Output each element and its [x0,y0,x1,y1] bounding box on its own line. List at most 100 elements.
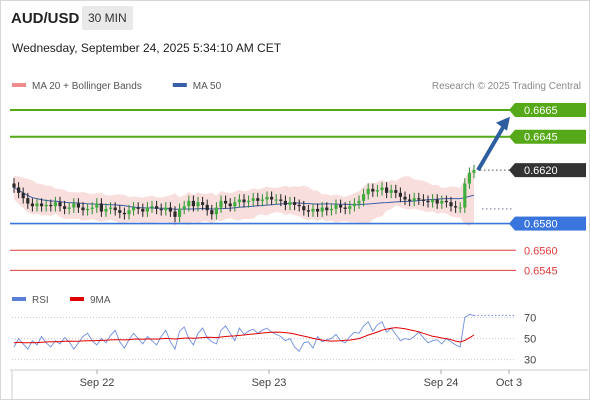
candle [224,195,228,209]
candle-body [191,200,195,207]
candle [449,196,453,212]
candle [26,192,30,209]
candle-body [472,170,476,173]
candle [297,199,301,212]
candle-body [325,207,329,211]
level-label-0.6665: 0.6665 [509,103,586,118]
candle [398,187,402,203]
candle [76,198,80,213]
candle [366,183,370,200]
candle-body [58,202,62,207]
symbol-label: AUD/USD [11,10,80,27]
candle-body [366,188,370,195]
level-tag-arrow [509,103,515,118]
candle-body [136,207,140,209]
datetime-label: Wednesday, September 24, 2025 5:34:10 AM… [12,41,282,55]
candle-body [339,204,343,208]
candle-body [444,200,448,203]
candle [17,182,21,199]
candle-body [104,208,108,212]
candle [458,202,462,213]
candle [283,195,287,211]
candle [205,199,209,216]
candle-body [196,202,200,207]
candle [320,202,324,217]
candle-body [237,199,241,203]
watermark-text: Research © 2025 Trading Central [432,81,581,92]
candle-body [357,200,361,204]
candle [256,192,260,207]
candle-body [90,207,94,209]
candle [219,195,223,213]
candle-body [394,190,398,193]
candle [421,194,425,207]
level-text: 0.6560 [524,245,558,257]
level-label-0.6620: 0.6620 [509,163,586,178]
candle [334,199,338,215]
rsi-series-9ma [13,327,475,344]
candle-body [201,202,205,205]
candle-body [274,199,278,201]
level-tag [515,129,586,144]
candle-body [72,203,76,208]
candle [348,200,352,215]
candle [12,178,16,193]
candle [288,196,292,211]
candle [58,196,62,212]
candle [86,203,90,216]
candle-body [311,208,315,212]
candle [426,195,430,208]
candle-body [178,208,182,217]
candle-body [99,203,103,212]
legend-label: 9MA [90,295,111,306]
candle-body [76,203,80,208]
candle-body [389,190,393,193]
candle [412,192,416,207]
candle-body [155,206,159,209]
candle-body [127,210,131,215]
candle [233,196,237,212]
candle-body [251,198,255,201]
candle-body [233,202,237,207]
candle-body [86,208,90,211]
candle-body [150,206,154,208]
candle [109,202,113,215]
candle [132,202,136,216]
candle-body [159,208,163,211]
candle-body [449,202,453,207]
level-text: 0.6665 [524,105,558,117]
candle [311,203,315,217]
candle [403,191,407,205]
candle [168,202,172,217]
candle [440,195,444,209]
candle-body [17,187,21,193]
candle [155,200,159,215]
trend-arrow-head [496,116,510,131]
candle [104,203,108,217]
candle-body [182,206,186,209]
candle-body [458,207,462,209]
candle-body [302,206,306,211]
candle [145,202,149,217]
candle-body [26,198,30,204]
candle [247,195,251,208]
candle-body [329,208,333,211]
candle [150,200,154,213]
candle [44,199,48,212]
candle-body [247,200,251,203]
candle-body [12,183,16,188]
rsi-tick-label: 30 [524,355,536,367]
candle-body [210,210,214,215]
candle [265,191,269,205]
candle-body [343,207,347,209]
candle-body [403,196,407,200]
candle [127,204,131,220]
candle-body [293,202,297,205]
candle [444,195,448,208]
candle [35,198,39,212]
candle [53,196,57,212]
legend-swatch [12,297,26,301]
candle [196,196,200,212]
candle [293,196,297,211]
timeframe-button[interactable]: 30 MIN [82,6,133,30]
